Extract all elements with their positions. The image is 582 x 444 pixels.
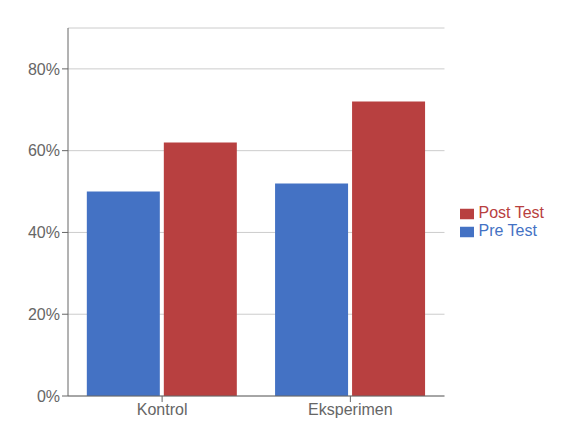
html-text:Pre Test: Pre Test (478, 222, 537, 239)
svg-text:60%: 60% (28, 142, 60, 159)
svg-text:20%: 20% (28, 306, 60, 323)
svg-text:Kontrol: Kontrol (137, 401, 188, 418)
svg-text:80%: 80% (28, 61, 60, 78)
svg-text:0%: 0% (37, 388, 60, 405)
html-text:Post Test: Post Test (478, 204, 544, 221)
svg-text:Eksperimen: Eksperimen (308, 401, 392, 418)
svg-text:40%: 40% (28, 224, 60, 241)
